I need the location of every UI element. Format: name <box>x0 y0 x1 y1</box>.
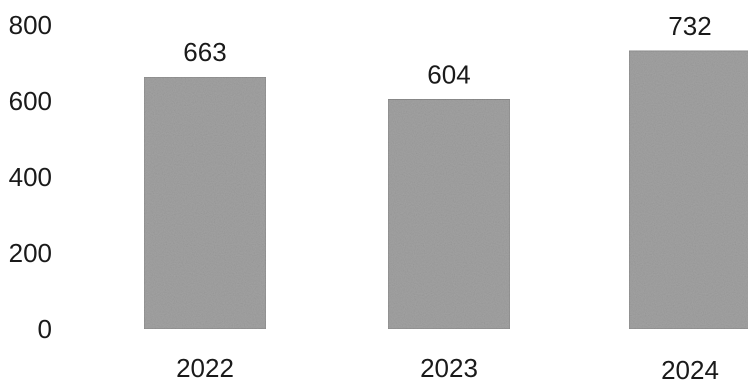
x-axis: 2022 2023 2024 <box>176 353 719 385</box>
x-tick-label: 2024 <box>661 355 719 385</box>
data-labels-group: 663 604 732 <box>183 11 711 90</box>
bar-2023 <box>387 98 511 330</box>
data-label-2023: 604 <box>427 59 470 89</box>
x-tick-label: 2022 <box>176 353 234 383</box>
y-tick-label: 0 <box>38 314 52 344</box>
y-tick-label: 800 <box>9 10 52 40</box>
bars-group <box>143 50 748 330</box>
y-tick-label: 600 <box>9 86 52 116</box>
x-tick-label: 2023 <box>420 353 478 383</box>
y-tick-label: 200 <box>9 238 52 268</box>
y-axis: 0 200 400 600 800 <box>9 10 52 344</box>
data-label-2024: 732 <box>668 11 711 41</box>
data-label-2022: 663 <box>183 37 226 67</box>
bar-2024 <box>628 50 748 330</box>
y-tick-label: 400 <box>9 162 52 192</box>
bar-2022 <box>143 76 267 330</box>
